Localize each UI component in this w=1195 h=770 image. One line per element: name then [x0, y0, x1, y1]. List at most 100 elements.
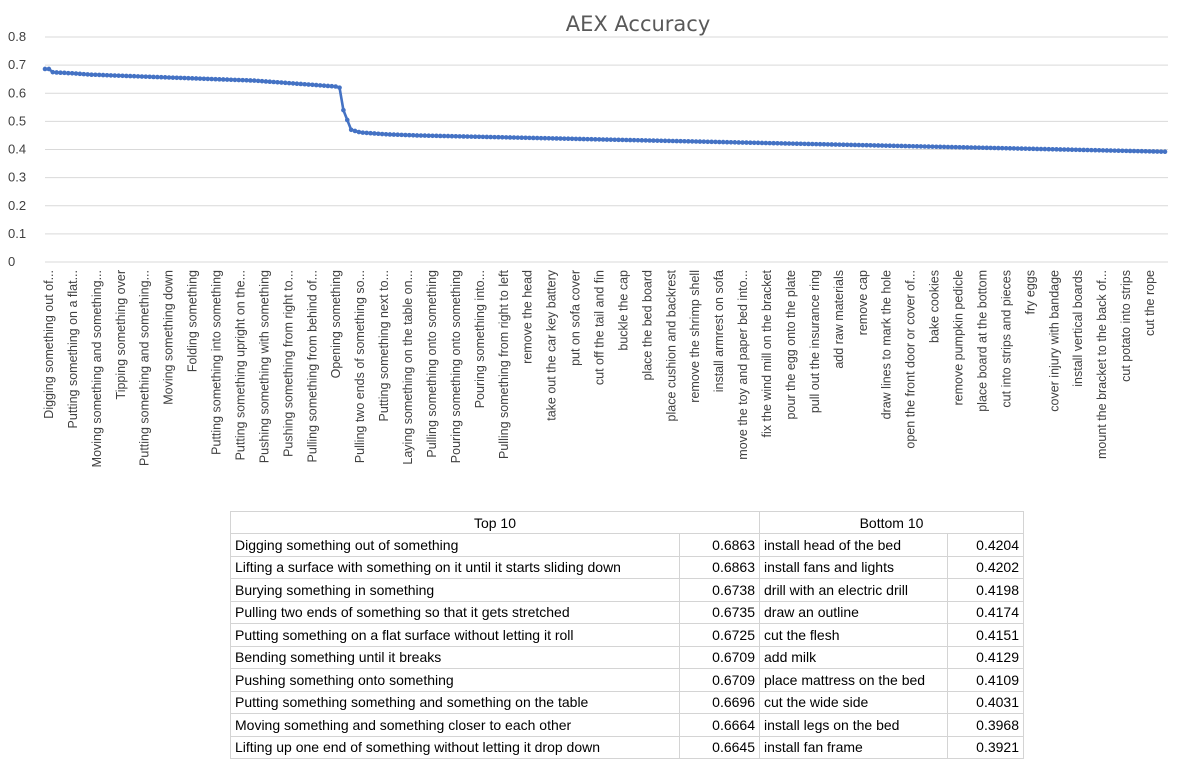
- data-point: [85, 72, 90, 77]
- data-point: [267, 79, 273, 85]
- data-point: [58, 70, 63, 76]
- data-point: [713, 139, 718, 145]
- data-point: [581, 136, 586, 142]
- data-point: [798, 141, 804, 147]
- data-point: [569, 136, 575, 142]
- data-point: [740, 140, 745, 145]
- data-point: [1116, 148, 1121, 154]
- x-tick-label: move the toy and paper bed into...: [736, 270, 750, 460]
- data-point: [554, 136, 559, 141]
- data-point: [604, 137, 610, 142]
- data-point: [1011, 146, 1017, 151]
- y-tick-label: 0.6: [8, 85, 26, 100]
- top-score: 0.6738: [679, 578, 760, 602]
- data-point: [550, 136, 555, 141]
- table-row: Digging something out of something 0.686…: [230, 533, 1024, 557]
- data-point: [996, 145, 1001, 151]
- data-point: [469, 134, 474, 139]
- data-point: [426, 133, 431, 138]
- series-accuracy: [42, 66, 1168, 155]
- bottom-score: 0.4202: [947, 555, 1024, 579]
- data-point: [945, 144, 951, 150]
- data-point: [655, 138, 660, 143]
- data-point: [829, 142, 835, 147]
- bottom-task: place mattress on the bed: [759, 668, 948, 692]
- bottom-score: 0.4031: [947, 690, 1024, 714]
- data-point: [844, 142, 850, 148]
- data-point: [891, 143, 897, 149]
- top-task: Lifting a surface with something on it u…: [230, 555, 680, 579]
- data-point: [1143, 149, 1148, 154]
- data-point: [937, 144, 943, 150]
- data-point: [519, 135, 524, 141]
- bottom-task: cut the wide side: [759, 690, 948, 714]
- x-tick-label: Pouring something into...: [473, 270, 487, 408]
- bottom-task: install head of the bed: [759, 533, 948, 557]
- x-tick-label: Folding something: [186, 270, 200, 372]
- x-tick-label: Putting something and something...: [138, 270, 152, 466]
- table-row: Lifting up one end of something without …: [230, 735, 1024, 759]
- data-point: [344, 117, 350, 123]
- y-axis-ticks: 0 0.1 0.2 0.3 0.4 0.5 0.6 0.7 0.8: [8, 29, 26, 269]
- data-point: [209, 76, 214, 82]
- data-point: [42, 66, 48, 72]
- x-tick-label: remove the shrimp shell: [688, 270, 702, 403]
- data-point: [120, 73, 125, 79]
- data-point: [321, 83, 327, 88]
- data-point: [441, 133, 447, 139]
- data-point: [1154, 149, 1160, 154]
- bottom-task: draw an outline: [759, 600, 948, 624]
- table-row: Lifting a surface with something on it u…: [230, 555, 1024, 579]
- data-point: [627, 137, 633, 143]
- data-point: [693, 139, 699, 144]
- data-point: [406, 132, 412, 138]
- data-point: [217, 77, 222, 82]
- data-point: [1007, 146, 1013, 151]
- data-point: [186, 75, 191, 81]
- data-point: [620, 137, 625, 143]
- data-point: [643, 138, 648, 143]
- x-tick-label: remove the head: [521, 270, 535, 364]
- data-point: [96, 72, 102, 78]
- x-tick-label: Moving something and something...: [90, 270, 104, 467]
- data-point: [1042, 146, 1048, 152]
- data-point: [984, 145, 990, 151]
- data-point: [1054, 147, 1059, 152]
- data-point: [461, 134, 466, 139]
- data-point: [860, 142, 866, 148]
- data-point: [476, 134, 482, 140]
- data-point: [430, 133, 435, 139]
- data-point: [806, 141, 811, 147]
- data-point: [213, 76, 218, 82]
- data-point: [1034, 146, 1040, 152]
- data-point: [50, 69, 56, 75]
- data-point: [127, 73, 133, 79]
- data-point: [732, 140, 738, 145]
- data-point: [286, 80, 292, 86]
- data-point: [197, 76, 203, 81]
- data-point: [972, 145, 978, 150]
- data-point: [143, 74, 149, 79]
- data-point: [453, 133, 459, 139]
- data-point: [922, 144, 928, 149]
- data-point: [670, 138, 676, 144]
- top-task: Digging something out of something: [230, 533, 680, 557]
- top-task: Bending something until it breaks: [230, 645, 680, 669]
- top-task: Putting something something and somethin…: [230, 690, 680, 714]
- top-bottom-table: Top 10 Bottom 10 Digging something out o…: [230, 511, 1024, 759]
- x-tick-label: place cushion and backrest: [664, 269, 678, 421]
- data-point: [135, 74, 141, 79]
- data-point: [689, 139, 695, 144]
- data-point: [282, 80, 288, 86]
- x-tick-label: Putting something next to...: [377, 270, 391, 421]
- data-point: [108, 73, 114, 78]
- data-point: [279, 80, 284, 85]
- data-point: [868, 143, 873, 148]
- y-tick-label: 0.4: [8, 142, 26, 157]
- data-point: [484, 134, 490, 140]
- data-point: [232, 77, 238, 83]
- data-point: [1120, 148, 1125, 154]
- x-tick-label: place the bed board: [640, 270, 654, 381]
- data-point: [418, 133, 424, 138]
- gridlines: [45, 36, 1168, 263]
